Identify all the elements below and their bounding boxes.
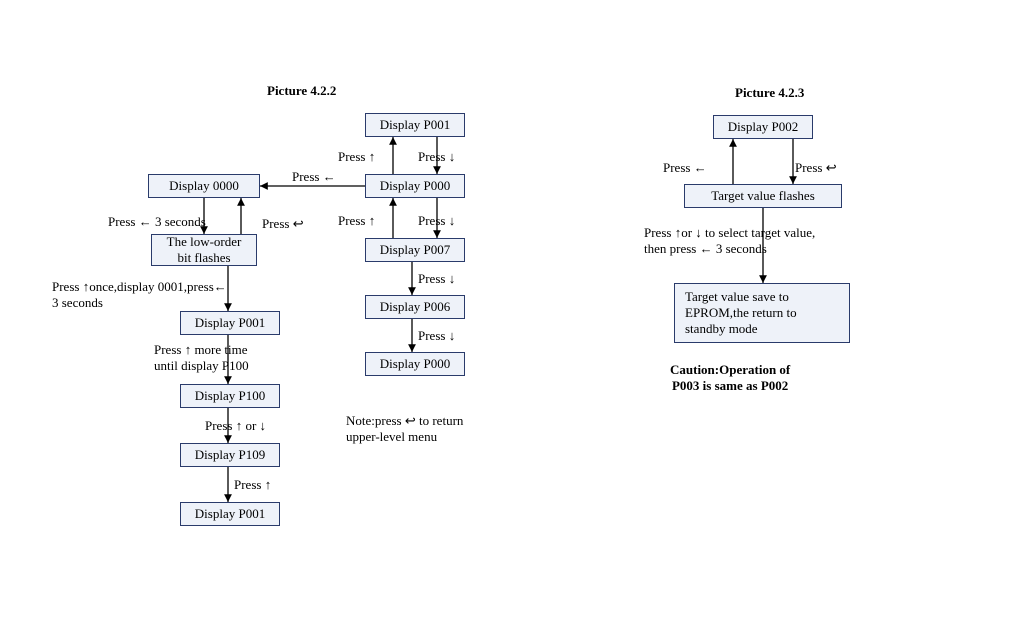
node-display-p109: Display P109 xyxy=(180,443,280,467)
label-press-up-once: Press ↑once,display 0001,press← 3 second… xyxy=(52,279,227,311)
label-press-up-2: Press ↑ xyxy=(234,477,271,493)
label-right-select-target: Press ↑or ↓ to select target value, then… xyxy=(644,225,815,257)
label-press-left-3s: Press ← 3 seconds xyxy=(108,214,206,230)
node-display-p000: Display P000 xyxy=(365,174,465,198)
node-display-p001-top: Display P001 xyxy=(365,113,465,137)
node-display-p001-bot: Display P001 xyxy=(180,502,280,526)
label-press-up-3: Press ↑ xyxy=(338,213,375,229)
node-loworder-flashes: The low-order bit flashes xyxy=(151,234,257,266)
arrows-overlay xyxy=(0,0,1031,623)
label-press-down-1: Press ↓ xyxy=(418,149,455,165)
label-press-left-1: Press ← xyxy=(292,169,336,185)
node-display-0000: Display 0000 xyxy=(148,174,260,198)
node-display-p001-mid: Display P001 xyxy=(180,311,280,335)
label-press-up-or-down: Press ↑ or ↓ xyxy=(205,418,266,434)
node-display-p006: Display P006 xyxy=(365,295,465,319)
title-left: Picture 4.2.2 xyxy=(267,83,336,99)
label-press-up-more: Press ↑ more time until display P100 xyxy=(154,342,249,374)
label-press-down-5: Press ↓ xyxy=(418,328,455,344)
node-display-p000-bot: Display P000 xyxy=(365,352,465,376)
node-display-p100: Display P100 xyxy=(180,384,280,408)
label-note-return: Note:press ↩ to return upper-level menu xyxy=(346,413,463,445)
flowchart-canvas: Picture 4.2.2 Picture 4.2.3 Display P001… xyxy=(0,0,1031,623)
label-caution: Caution:Operation of P003 is same as P00… xyxy=(670,362,790,394)
label-right-press-left: Press ← xyxy=(663,160,707,176)
node-display-p007: Display P007 xyxy=(365,238,465,262)
title-right: Picture 4.2.3 xyxy=(735,85,804,101)
label-right-press-return: Press ↩ xyxy=(795,160,837,176)
label-press-down-4: Press ↓ xyxy=(418,271,455,287)
label-press-down-3: Press ↓ xyxy=(418,213,455,229)
node-display-p002: Display P002 xyxy=(713,115,813,139)
node-target-save: Target value save to EPROM,the return to… xyxy=(674,283,850,343)
node-target-flashes: Target value flashes xyxy=(684,184,842,208)
label-press-up-1: Press ↑ xyxy=(338,149,375,165)
label-press-return-loop: Press ↩ xyxy=(262,216,304,232)
